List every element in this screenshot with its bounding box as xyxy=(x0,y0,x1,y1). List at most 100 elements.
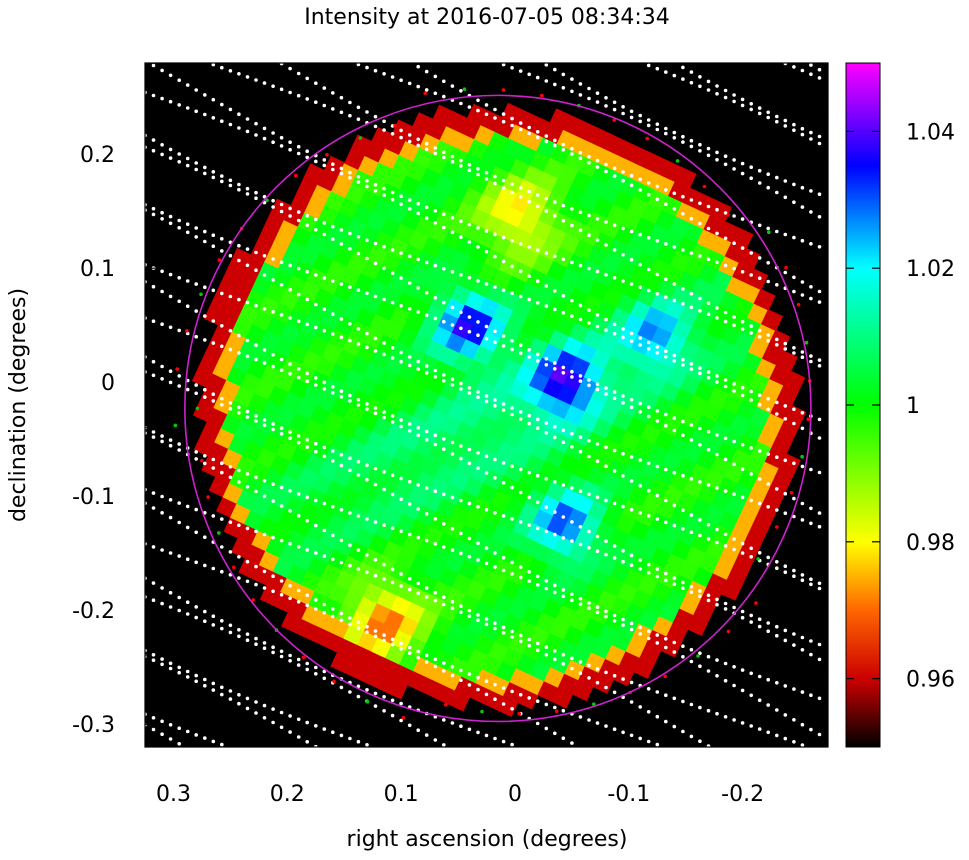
scan-dot xyxy=(544,586,549,591)
scan-dot xyxy=(331,167,335,172)
scan-dot xyxy=(305,548,310,552)
scan-dot xyxy=(664,131,668,136)
scan-dot xyxy=(766,482,770,486)
scan-dot xyxy=(706,301,711,306)
scan-dot xyxy=(493,551,497,555)
scan-dot xyxy=(339,110,344,115)
y-axis: 0.20.10-0.1-0.2-0.3 xyxy=(72,62,155,748)
scan-dot xyxy=(578,435,583,440)
scan-dot xyxy=(757,111,762,116)
scan-dot xyxy=(424,147,429,152)
scan-dot xyxy=(296,218,301,223)
scan-dot xyxy=(706,429,711,434)
scan-dot xyxy=(356,180,361,184)
scan-dot xyxy=(604,272,608,277)
scan-dot xyxy=(732,93,736,97)
scan-dot xyxy=(646,192,651,197)
scan-dot xyxy=(800,518,805,522)
scan-dot xyxy=(698,443,702,447)
scan-dot xyxy=(544,702,549,707)
scan-dot xyxy=(237,523,241,528)
scan-dot xyxy=(237,411,241,415)
scan-dot xyxy=(271,84,275,88)
scan-dot xyxy=(612,448,617,453)
scan-dot xyxy=(757,449,762,453)
scan-dot xyxy=(757,223,762,228)
scan-dot xyxy=(664,467,668,472)
scan-dot xyxy=(203,112,207,117)
outlier-dot xyxy=(767,230,771,234)
scan-dot xyxy=(740,609,745,614)
scan-dot xyxy=(544,63,549,67)
scan-dot xyxy=(314,383,318,387)
scan-dot xyxy=(672,650,677,654)
scan-dot xyxy=(493,181,497,186)
scan-dot xyxy=(373,68,378,73)
scan-dot xyxy=(237,576,241,580)
scan-dot xyxy=(629,339,634,343)
scan-dot xyxy=(416,535,421,540)
scan-dot xyxy=(570,520,574,524)
scan-dot xyxy=(587,529,591,534)
scan-dot xyxy=(424,205,429,210)
scan-dot xyxy=(399,303,403,308)
scan-dot xyxy=(314,498,318,503)
scan-dot xyxy=(476,466,480,471)
scan-dot xyxy=(715,84,719,88)
scan-dot xyxy=(587,492,591,497)
scan-dot xyxy=(544,645,549,649)
scan-dot xyxy=(305,720,310,725)
scan-dot xyxy=(348,170,352,175)
scan-dot xyxy=(262,479,267,483)
scan-dot xyxy=(749,671,753,676)
scan-dot xyxy=(484,336,489,341)
scan-dot xyxy=(296,266,301,271)
scan-dot xyxy=(578,82,583,86)
scan-dot xyxy=(203,535,207,539)
scan-dot xyxy=(442,212,446,217)
scan-dot xyxy=(553,214,557,218)
scan-dot xyxy=(399,78,403,82)
scan-dot xyxy=(723,457,728,462)
scan-dot xyxy=(305,155,310,160)
scan-dot xyxy=(587,606,591,610)
scan-dot xyxy=(664,637,668,641)
scan-dot xyxy=(237,555,241,559)
scan-dot xyxy=(365,65,369,70)
scan-dot xyxy=(570,445,574,449)
scan-dot xyxy=(706,593,711,598)
scan-dot xyxy=(211,97,216,102)
scan-dot xyxy=(390,637,395,642)
scan-dot xyxy=(715,231,719,236)
scan-dot xyxy=(715,658,719,662)
scan-dot xyxy=(510,190,514,195)
scan-dot xyxy=(732,462,736,467)
scan-dot xyxy=(373,482,378,487)
scan-dot xyxy=(578,156,583,161)
scan-dot xyxy=(809,285,813,289)
scan-dot xyxy=(817,642,822,647)
scan-dot xyxy=(672,136,677,140)
scan-dot xyxy=(740,442,745,447)
scan-dot xyxy=(501,514,506,518)
scan-dot xyxy=(723,319,728,324)
scan-dot xyxy=(510,347,514,352)
scan-dot xyxy=(288,316,292,320)
scan-dot xyxy=(638,558,642,562)
scan-dot xyxy=(416,211,421,216)
scan-dot xyxy=(450,548,455,552)
scan-dot xyxy=(331,730,335,734)
scan-dot xyxy=(220,545,224,549)
scan-dot xyxy=(587,321,591,325)
scan-dot xyxy=(817,470,822,475)
scan-dot xyxy=(220,324,224,328)
scan-dot xyxy=(501,186,506,190)
scan-dot xyxy=(809,582,813,587)
scan-dot xyxy=(476,108,480,113)
scan-dot xyxy=(817,358,822,362)
scan-dot xyxy=(527,125,531,130)
scan-dot xyxy=(672,73,677,78)
scan-dot xyxy=(331,391,335,395)
scan-dot xyxy=(646,570,651,575)
scan-dot xyxy=(561,483,566,487)
